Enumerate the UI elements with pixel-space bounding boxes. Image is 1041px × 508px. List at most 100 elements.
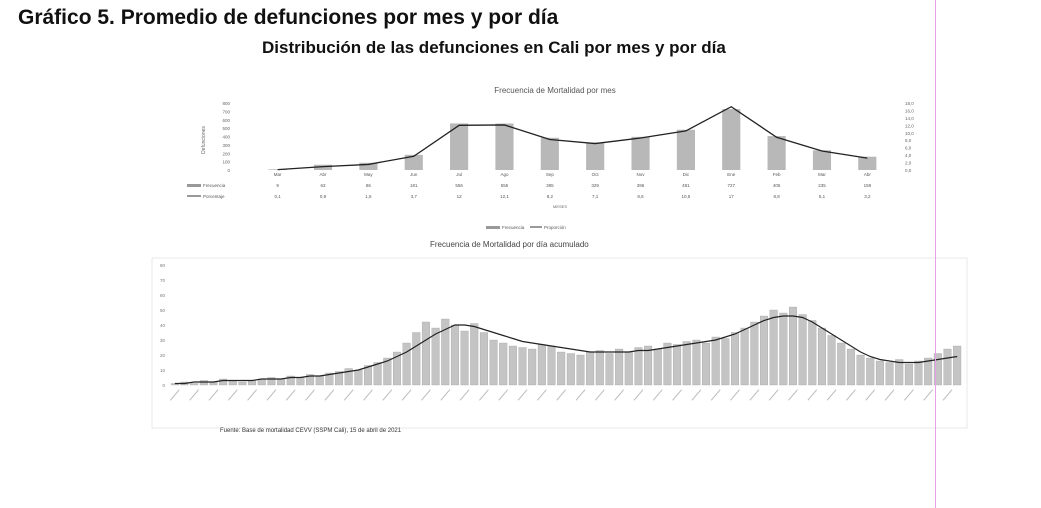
x-tick-label: Sep (546, 172, 555, 177)
bar (450, 123, 469, 170)
x-tick-label: Jul (456, 172, 462, 177)
x-tick-label (208, 389, 219, 401)
bar (605, 353, 614, 386)
chart-title: Frecuencia de Mortalidad por mes (494, 86, 615, 95)
bar (238, 381, 247, 386)
bar (586, 142, 605, 170)
bar (373, 362, 382, 386)
x-tick-label (749, 389, 760, 401)
frequency-value: 63 (321, 183, 327, 188)
bar (286, 375, 295, 386)
x-tick-label: Dic (683, 172, 690, 177)
y-tick-label: 60 (160, 293, 166, 298)
x-tick-label (227, 389, 238, 401)
x-tick-label (459, 389, 470, 401)
y2-tick-label: 6,0 (905, 146, 912, 151)
y2-tick-label: 8,0 (905, 138, 912, 143)
x-tick-label (382, 389, 393, 401)
x-tick-label (536, 389, 547, 401)
bar (731, 332, 740, 386)
x-tick-label: Feb (773, 172, 781, 177)
bar (722, 109, 741, 170)
percent-value: 0,1 (275, 194, 282, 199)
y-tick-label: 500 (222, 126, 230, 131)
bar (335, 371, 344, 386)
legend-frequency: Frecuencia (502, 225, 525, 230)
bar (267, 377, 276, 386)
frequency-value: 329 (591, 183, 599, 188)
y-tick-label: 80 (160, 263, 166, 268)
y2-tick-label: 10,0 (905, 131, 914, 136)
y2-tick-label: 0,0 (905, 168, 912, 173)
row-label-frequency: Frecuencia (203, 183, 226, 188)
bar (470, 323, 479, 386)
x-tick-label (614, 389, 625, 401)
bar (817, 327, 826, 386)
bar (219, 378, 228, 386)
bar (904, 363, 913, 386)
bar (837, 342, 846, 386)
x-tick-label (401, 389, 412, 401)
bar (595, 350, 604, 386)
x-tick-label (517, 389, 528, 401)
frequency-value: 159 (864, 183, 872, 188)
margin-line (935, 0, 936, 508)
frequency-value: 555 (501, 183, 509, 188)
bar (875, 360, 884, 386)
x-tick-label (305, 389, 315, 401)
percent-value: 17 (729, 194, 735, 199)
frequency-value: 86 (366, 183, 372, 188)
legend-proportion: Proporción (544, 225, 566, 230)
bar (228, 380, 237, 386)
x-tick-label (865, 389, 876, 401)
source-note: Fuente: Base de mortalidad CEVV (SSPM Ca… (220, 428, 402, 434)
bar (615, 348, 624, 386)
bar (392, 351, 401, 386)
bar (576, 354, 585, 386)
percent-value: 8,8 (773, 194, 780, 199)
x-tick-label: Mar (818, 172, 826, 177)
x-tick-label: Ene (727, 172, 736, 177)
row-label-percent: Porcentaje (203, 194, 225, 199)
y-axis-label: Defunciones (201, 126, 207, 154)
x-tick-label (363, 389, 373, 401)
frequency-value: 481 (682, 183, 690, 188)
x-tick-label (884, 389, 895, 401)
y2-tick-label: 2,0 (905, 161, 912, 166)
bar (586, 351, 595, 386)
bar (306, 374, 315, 386)
bar (760, 315, 768, 386)
y-tick-label: 300 (222, 143, 230, 148)
frequency-value: 181 (410, 183, 418, 188)
frequency-value: 727 (727, 183, 735, 188)
bar (624, 351, 633, 386)
bar (858, 156, 877, 170)
bar (383, 357, 392, 386)
bar (953, 345, 962, 386)
y2-tick-label: 12,0 (905, 123, 914, 128)
trend-line (174, 315, 958, 385)
percent-value: 7,1 (592, 194, 599, 199)
bar (866, 357, 875, 386)
x-tick-label (343, 389, 354, 401)
x-tick-label: Abr (864, 172, 872, 177)
y-tick-label: 0 (227, 168, 230, 173)
bar (248, 380, 257, 386)
x-tick-label (923, 389, 934, 401)
percent-value: 1,5 (365, 194, 372, 199)
bar (644, 345, 653, 386)
figure-subtitle: Distribución de las defunciones en Cali … (262, 38, 726, 57)
x-tick-label: Mar (274, 172, 282, 177)
x-axis-label: MESES (553, 204, 567, 209)
bar (653, 348, 662, 386)
bar (547, 345, 556, 386)
chart-frame (151, 257, 968, 429)
x-tick-label (903, 389, 914, 401)
frequency-value: 235 (818, 183, 826, 188)
bar (895, 359, 904, 386)
x-tick-label: Nov (637, 172, 646, 177)
percent-value: 8,6 (637, 194, 644, 199)
bar (404, 154, 423, 170)
bar (663, 342, 672, 386)
bar (885, 362, 894, 386)
